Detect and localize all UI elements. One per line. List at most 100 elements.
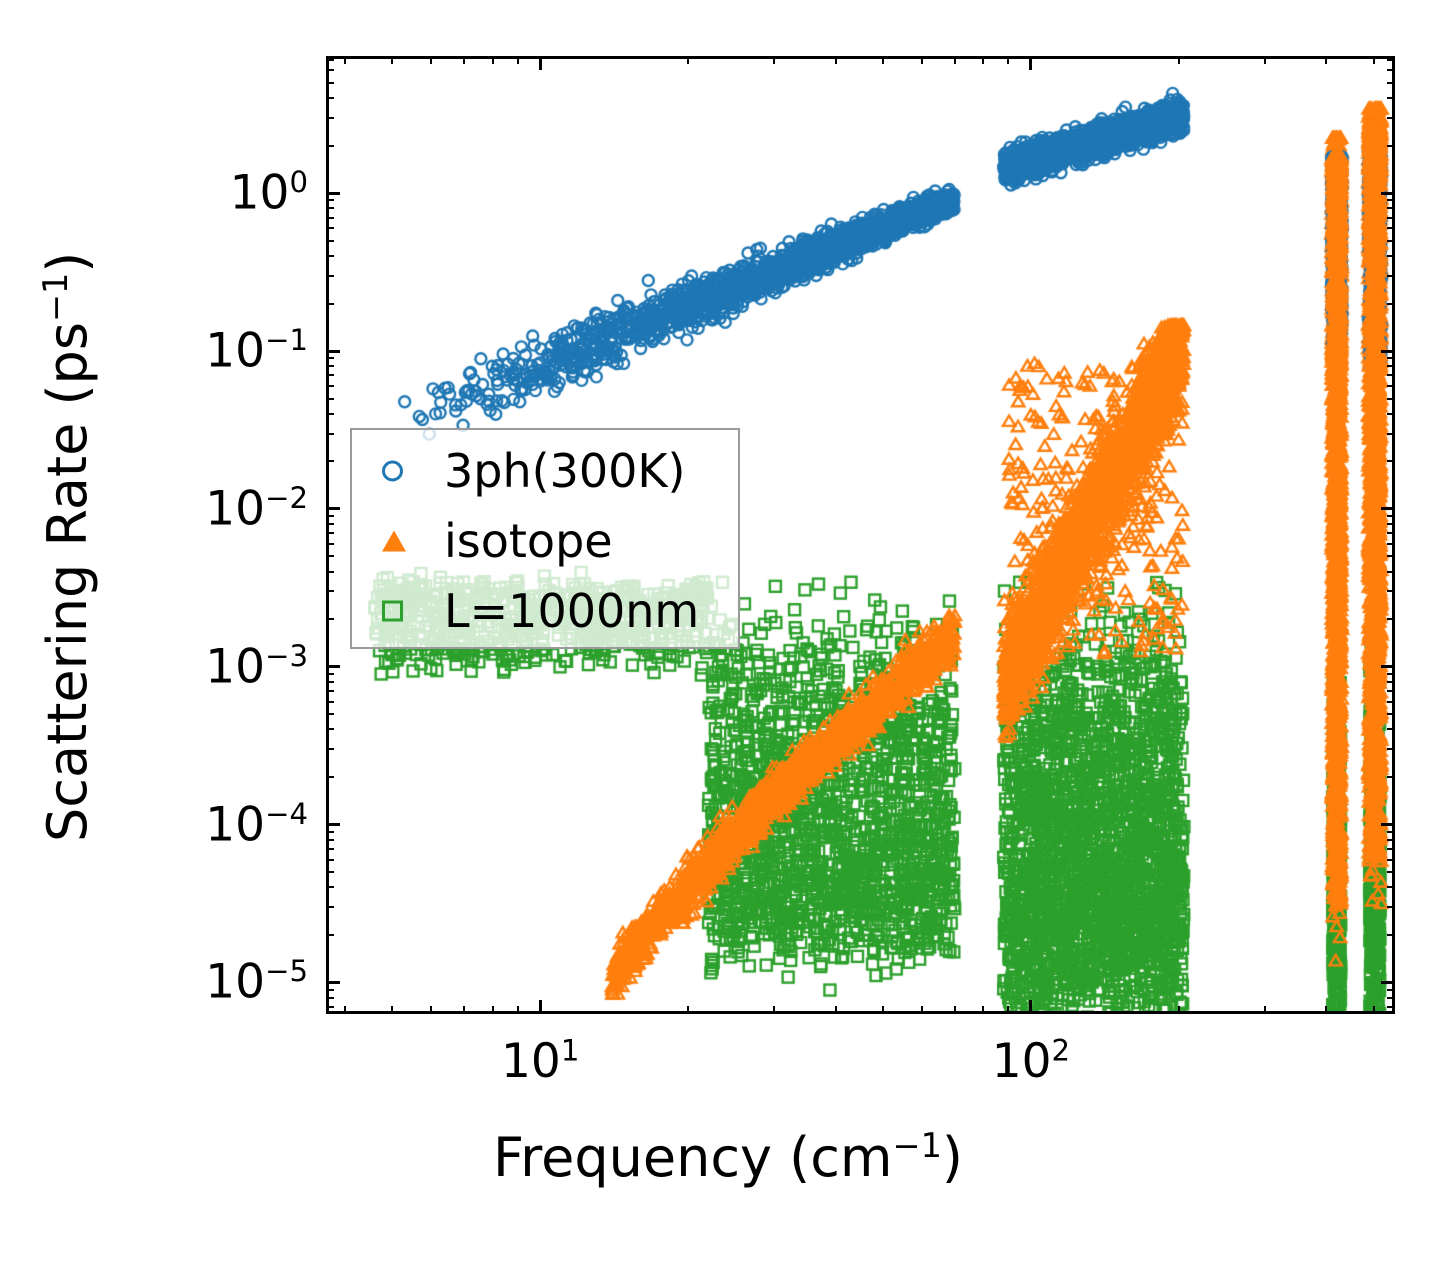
y-tick-minor-0.00005 (326, 871, 334, 873)
y-tick-right-0.008 (1387, 523, 1395, 526)
y-tick-minor-0.005 (326, 555, 334, 558)
y-tick-label-5: 10−5 (205, 954, 308, 1010)
y-tick-minor-0.7000000000000001 (326, 216, 334, 219)
y-tick-right-3 (1387, 116, 1395, 119)
x-axis-title-tail: ) (941, 1126, 963, 1189)
y-tick-minor-0.0009000000000000001 (326, 672, 334, 675)
y-tick-minor-0.003 (326, 590, 334, 593)
x-tick-minor-8 (491, 1006, 494, 1014)
legend-label-isotope: isotope (444, 513, 613, 568)
x-tick-minor-4 (343, 1006, 346, 1014)
y-axis-title-tail: ) (36, 251, 99, 273)
y-tick-right-0.000008 (1387, 996, 1395, 999)
y-tick-right-0.03 (1387, 432, 1395, 435)
y-tick-minor-0.07 (326, 374, 334, 377)
y-tick-right-7 (1387, 58, 1395, 61)
y-tick-right-0.6000000000000001 (1387, 227, 1395, 230)
x-tick-major-100 (1029, 1000, 1033, 1014)
y-tick-minor-0.004 (326, 570, 334, 573)
y-tick-minor-0.08 (326, 365, 334, 368)
y-tick-right-0.006 (1387, 542, 1395, 545)
y-tick-major-0.00001 (326, 980, 340, 984)
y-tick-right-0.02 (1387, 460, 1395, 463)
y-tick-right-0.4 (1387, 254, 1395, 257)
x-tick-top-400 (1325, 56, 1328, 64)
y-tick-right-0.0007 (1387, 690, 1395, 693)
y-tick-major-0.001 (326, 665, 340, 669)
y-tick-label-0: 100 (229, 165, 308, 221)
y-tick-right-0.05 (1387, 397, 1395, 400)
x-tick-minor-80 (982, 1006, 985, 1014)
y-tick-right-0.000009 (1387, 988, 1395, 991)
y-tick-right-0.0006000000000000001 (1387, 700, 1395, 703)
x-tick-minor-9 (516, 1006, 519, 1014)
y-tick-minor-0.007 (326, 532, 334, 535)
y-tick-right-0.1 (1381, 349, 1395, 353)
y-tick-minor-0.000008 (326, 996, 334, 999)
legend-marker-triangle-icon (382, 530, 406, 551)
y-tick-right-0.001 (1381, 665, 1395, 669)
y-tick-minor-0.000009 (326, 988, 334, 991)
x-tick-label-0: 101 (501, 1033, 580, 1089)
y-axis-title: Scattering Rate (ps−1) (36, 252, 99, 842)
legend-entry-boundary: L=1000nm (352, 574, 738, 647)
y-tick-minor-0.002 (326, 618, 334, 621)
x-tick-minor-6 (430, 1006, 433, 1014)
y-tick-minor-0.0002 (326, 775, 334, 778)
y-tick-minor-0.00004 (326, 886, 334, 889)
y-tick-right-0.06 (1387, 385, 1395, 388)
y-tick-minor-0.0007 (326, 690, 334, 693)
legend-entry-3ph: 3ph(300K) (352, 434, 738, 507)
x-tick-minor-200 (1177, 1006, 1180, 1014)
y-tick-minor-0.09 (326, 357, 334, 360)
y-tick-right-2 (1387, 144, 1395, 147)
y-tick-right-0.00030000000000000003 (1387, 748, 1395, 751)
y-tick-right-0.007 (1387, 532, 1395, 535)
x-tick-minor-40 (834, 1006, 837, 1014)
y-tick-right-0.00006000000000000001 (1387, 858, 1395, 861)
x-tick-top-100 (1029, 56, 1033, 70)
y-tick-right-0.0008 (1387, 680, 1395, 683)
y-tick-right-0.5 (1387, 239, 1395, 242)
y-tick-label-4: 10−4 (205, 796, 308, 852)
y-tick-minor-0.0006000000000000001 (326, 700, 334, 703)
y-tick-minor-0.008 (326, 523, 334, 526)
x-tick-minor-7 (463, 1006, 466, 1014)
y-tick-minor-0.0008 (326, 680, 334, 683)
y-tick-minor-0.8 (326, 207, 334, 210)
x-tick-minor-400 (1325, 1006, 1328, 1014)
y-tick-minor-0.4 (326, 254, 334, 257)
x-tick-top-60 (921, 56, 924, 64)
y-tick-minor-0.9 (326, 199, 334, 202)
y-tick-minor-4 (326, 97, 334, 100)
y-tick-minor-0.00002 (326, 933, 334, 936)
y-tick-label-3: 10−3 (205, 638, 308, 695)
x-tick-minor-30 (773, 1006, 776, 1014)
y-tick-minor-0.000007 (326, 1005, 334, 1008)
y-tick-right-1 (1381, 191, 1395, 195)
x-tick-minor-60 (921, 1006, 924, 1014)
y-tick-right-0.07 (1387, 374, 1395, 377)
x-tick-top-5 (391, 56, 394, 64)
x-tick-minor-300 (1264, 1006, 1267, 1014)
x-tick-minor-20 (686, 1006, 689, 1014)
y-tick-major-1 (326, 191, 340, 195)
x-tick-minor-70 (953, 1006, 956, 1014)
y-tick-minor-0.2 (326, 302, 334, 305)
y-tick-minor-0.30000000000000004 (326, 274, 334, 277)
y-tick-minor-0.05 (326, 397, 334, 400)
y-tick-minor-0.00007000000000000001 (326, 847, 334, 850)
y-tick-minor-0.06 (326, 385, 334, 388)
x-tick-top-10 (538, 56, 542, 70)
y-tick-minor-0.0005 (326, 713, 334, 716)
x-tick-top-50 (882, 56, 885, 64)
legend-marker-circle-icon (382, 460, 403, 481)
x-tick-top-80 (982, 56, 985, 64)
y-tick-right-0.01 (1381, 507, 1395, 511)
x-tick-minor-90 (1007, 1006, 1010, 1014)
y-tick-right-0.0009000000000000001 (1387, 672, 1395, 675)
y-tick-right-0.00007000000000000001 (1387, 847, 1395, 850)
x-tick-top-90 (1007, 56, 1010, 64)
x-tick-top-6 (430, 56, 433, 64)
y-tick-minor-0.00030000000000000003 (326, 748, 334, 751)
